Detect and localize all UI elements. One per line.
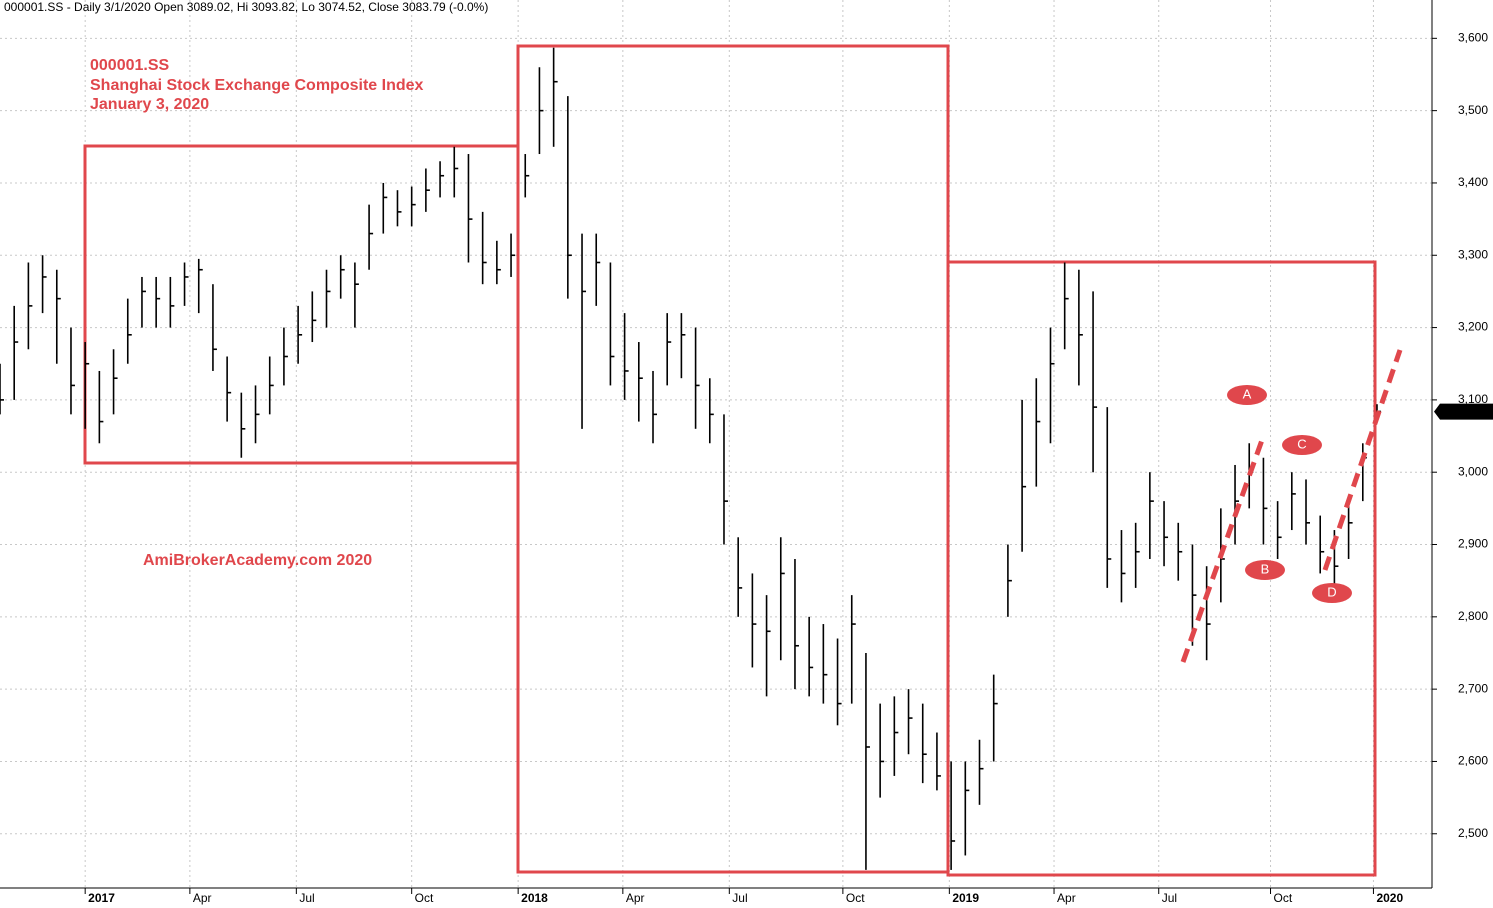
trend-line [1180, 439, 1265, 663]
watermark: AmiBrokerAcademy.com 2020 [143, 552, 372, 569]
x-tick-label: Jul [732, 891, 747, 905]
x-tick-label: Jul [1162, 891, 1177, 905]
x-tick-label: 2018 [521, 891, 548, 905]
tag-label: A [1243, 386, 1252, 401]
point-tag: A [1227, 385, 1267, 405]
y-tick-label: 3,000 [1458, 464, 1488, 478]
y-tick-label: 3,600 [1458, 30, 1488, 44]
axes: 2,500 2,600 2,700 2,800 2,900 3,000 3,100 3,200… [84, 30, 1493, 905]
x-tick-label: Apr [626, 891, 645, 905]
header: 000001.SS - Daily 3/1/2020 Open 3089.02,… [4, 0, 488, 14]
y-tick-label: 2,800 [1458, 609, 1488, 623]
x-tick-label: 2017 [88, 891, 115, 905]
y-tick-label: 2,700 [1458, 681, 1488, 695]
y-tick-label: 2,600 [1458, 754, 1488, 768]
y-tick-label: 3,500 [1458, 103, 1488, 117]
title: 000001.SS [90, 57, 170, 74]
x-tick-label: Oct [846, 891, 865, 905]
grid [0, 0, 1432, 888]
x-tick-label: Oct [415, 891, 434, 905]
title: Shanghai Stock Exchange Composite Index [90, 77, 424, 94]
x-tick-label: 2019 [952, 891, 979, 905]
tag-label: C [1297, 436, 1306, 451]
y-tick-label: 2,900 [1458, 537, 1488, 551]
x-tick-label: 2020 [1376, 891, 1403, 905]
y-tick-label: 3,400 [1458, 175, 1488, 189]
y-tick-label: 3,200 [1458, 320, 1488, 334]
y-tick-label: 3,300 [1458, 247, 1488, 261]
x-tick-label: Jul [299, 891, 314, 905]
price-bars [0, 47, 1381, 870]
range-box [516, 44, 950, 874]
point-tag: B [1245, 560, 1285, 580]
tag-label: B [1261, 561, 1270, 576]
title: January 3, 2020 [90, 96, 209, 113]
point-tag: D [1312, 583, 1352, 603]
range-box [946, 260, 1377, 877]
range-box [83, 144, 520, 465]
x-tick-label: Apr [1057, 891, 1076, 905]
last-price-label: 3,083.79 [1442, 404, 1489, 418]
last-price-marker [1434, 403, 1493, 420]
y-tick-label: 3,100 [1458, 392, 1488, 406]
tag-label: D [1327, 584, 1336, 599]
x-tick-label: Oct [1274, 891, 1293, 905]
y-tick-label: 2,500 [1458, 826, 1488, 840]
trend-line [1322, 349, 1403, 571]
point-tag: C [1282, 435, 1322, 455]
x-tick-label: Apr [193, 891, 212, 905]
